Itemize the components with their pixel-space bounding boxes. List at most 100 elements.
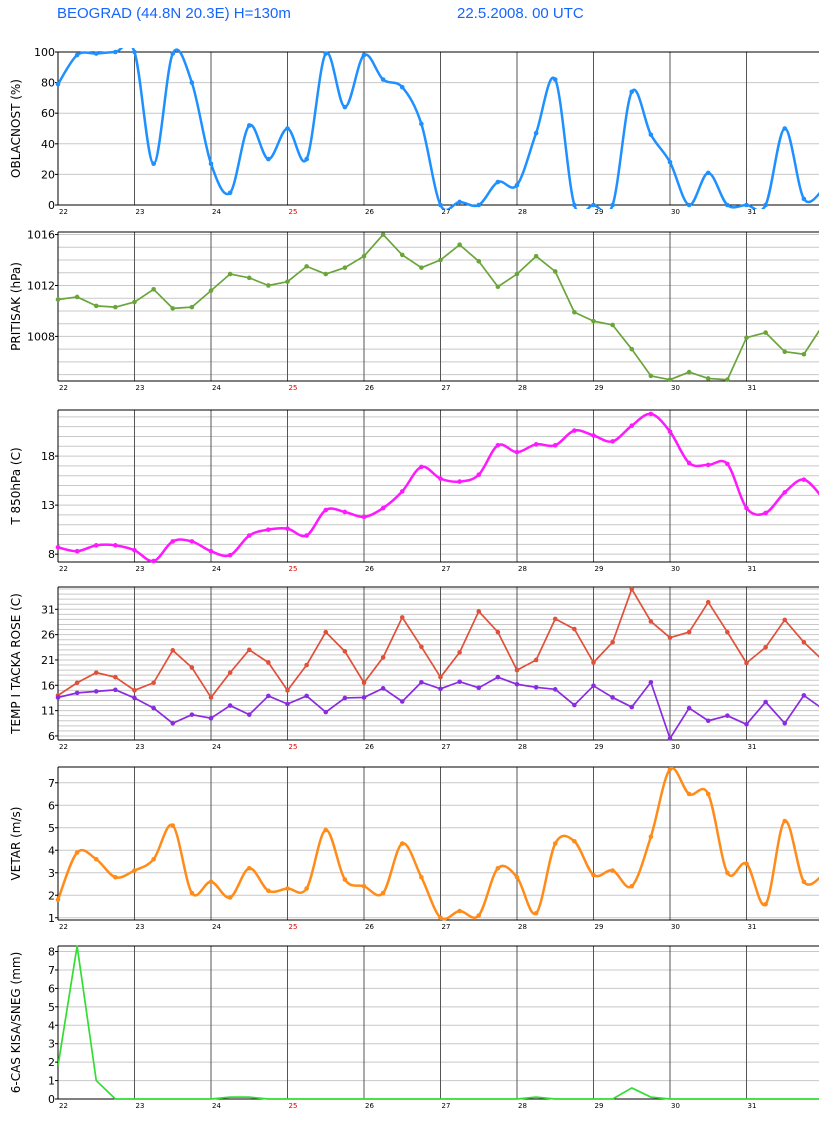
y-tick-label: 20: [41, 168, 55, 181]
y-tick-label: 3: [48, 867, 55, 880]
data-point: [802, 352, 807, 357]
data-point: [572, 703, 577, 708]
data-point: [113, 50, 118, 55]
data-point: [476, 203, 481, 208]
data-point: [496, 675, 501, 680]
x-tick-label: 26: [365, 565, 374, 573]
x-tick-label: 29: [595, 1102, 604, 1110]
data-point: [419, 875, 424, 880]
data-point: [668, 429, 673, 434]
x-tick-label: 29: [595, 565, 604, 573]
data-point: [744, 861, 749, 866]
data-point: [744, 335, 749, 340]
x-tick-label: 28: [518, 565, 527, 573]
y-tick-label: 1016: [27, 229, 55, 242]
data-point: [381, 506, 386, 511]
data-point: [438, 687, 443, 692]
series-line-cloud: [58, 44, 819, 215]
data-point: [151, 559, 156, 564]
data-point: [668, 736, 673, 741]
data-point: [266, 157, 271, 162]
x-tick-label: 31: [748, 923, 757, 931]
data-point: [151, 680, 156, 685]
y-tick-label: 26: [41, 629, 55, 642]
series-line-temp: [58, 589, 819, 697]
data-point: [782, 721, 787, 726]
x-tick-label: 25: [289, 743, 298, 751]
x-tick-label: 23: [136, 208, 145, 216]
data-point: [572, 203, 577, 208]
y-tick-label: 40: [41, 138, 55, 151]
data-point: [476, 472, 481, 477]
data-point: [553, 687, 558, 692]
data-point: [228, 272, 233, 277]
data-point: [534, 442, 539, 447]
data-point: [132, 688, 137, 693]
y-tick-label: 7: [48, 777, 55, 790]
x-tick-label: 23: [136, 1102, 145, 1110]
x-tick-label: 30: [671, 208, 680, 216]
data-point: [94, 857, 99, 862]
y-tick-label: 5: [48, 1001, 55, 1014]
data-point: [56, 897, 61, 902]
data-point: [591, 203, 596, 208]
data-point: [113, 305, 118, 310]
data-point: [438, 915, 443, 920]
x-tick-label: 29: [595, 743, 604, 751]
data-point: [457, 200, 462, 205]
data-point: [362, 695, 367, 700]
x-tick-label: 31: [748, 208, 757, 216]
data-point: [285, 886, 290, 891]
panel-t850: 8131822 23 24 25 26 27 28 29 30 31T 850hPa (C): [9, 410, 819, 573]
x-tick-label: 23: [136, 923, 145, 931]
data-point: [190, 712, 195, 717]
data-point: [362, 680, 367, 685]
data-point: [744, 203, 749, 208]
data-point: [706, 171, 711, 176]
data-point: [170, 51, 175, 56]
data-point: [151, 857, 156, 862]
data-point: [515, 183, 520, 188]
data-point: [763, 902, 768, 907]
x-tick-label: 27: [442, 923, 451, 931]
x-tick-label: 22: [59, 1102, 68, 1110]
data-point: [75, 295, 80, 300]
data-point: [438, 476, 443, 481]
y-tick-label: 16: [41, 679, 55, 692]
x-tick-label: 28: [518, 1102, 527, 1110]
x-tick-label: 30: [671, 923, 680, 931]
data-point: [610, 439, 615, 444]
data-point: [419, 465, 424, 470]
data-point: [247, 712, 252, 717]
data-point: [553, 841, 558, 846]
data-point: [649, 374, 654, 379]
x-tick-label: 23: [136, 743, 145, 751]
data-point: [725, 630, 730, 635]
data-point: [668, 767, 673, 772]
data-point: [706, 792, 711, 797]
data-point: [381, 77, 386, 82]
x-tick-label: 22: [59, 384, 68, 392]
data-point: [725, 203, 730, 208]
y-tick-label: 0: [48, 1093, 55, 1106]
data-point: [496, 443, 501, 448]
y-tick-label: 1008: [27, 330, 55, 343]
data-point: [113, 543, 118, 548]
data-point: [629, 423, 634, 428]
x-tick-label: 25: [289, 1102, 298, 1110]
data-point: [228, 553, 233, 558]
x-tick-label: 24: [212, 565, 221, 573]
data-point: [457, 650, 462, 655]
data-point: [534, 131, 539, 136]
data-point: [706, 376, 711, 381]
data-point: [75, 53, 80, 58]
data-point: [362, 515, 367, 520]
data-point: [247, 866, 252, 871]
data-point: [151, 706, 156, 711]
x-tick-label: 29: [595, 208, 604, 216]
data-point: [266, 283, 271, 288]
data-point: [725, 713, 730, 718]
x-tick-label: 22: [59, 923, 68, 931]
data-point: [285, 688, 290, 693]
